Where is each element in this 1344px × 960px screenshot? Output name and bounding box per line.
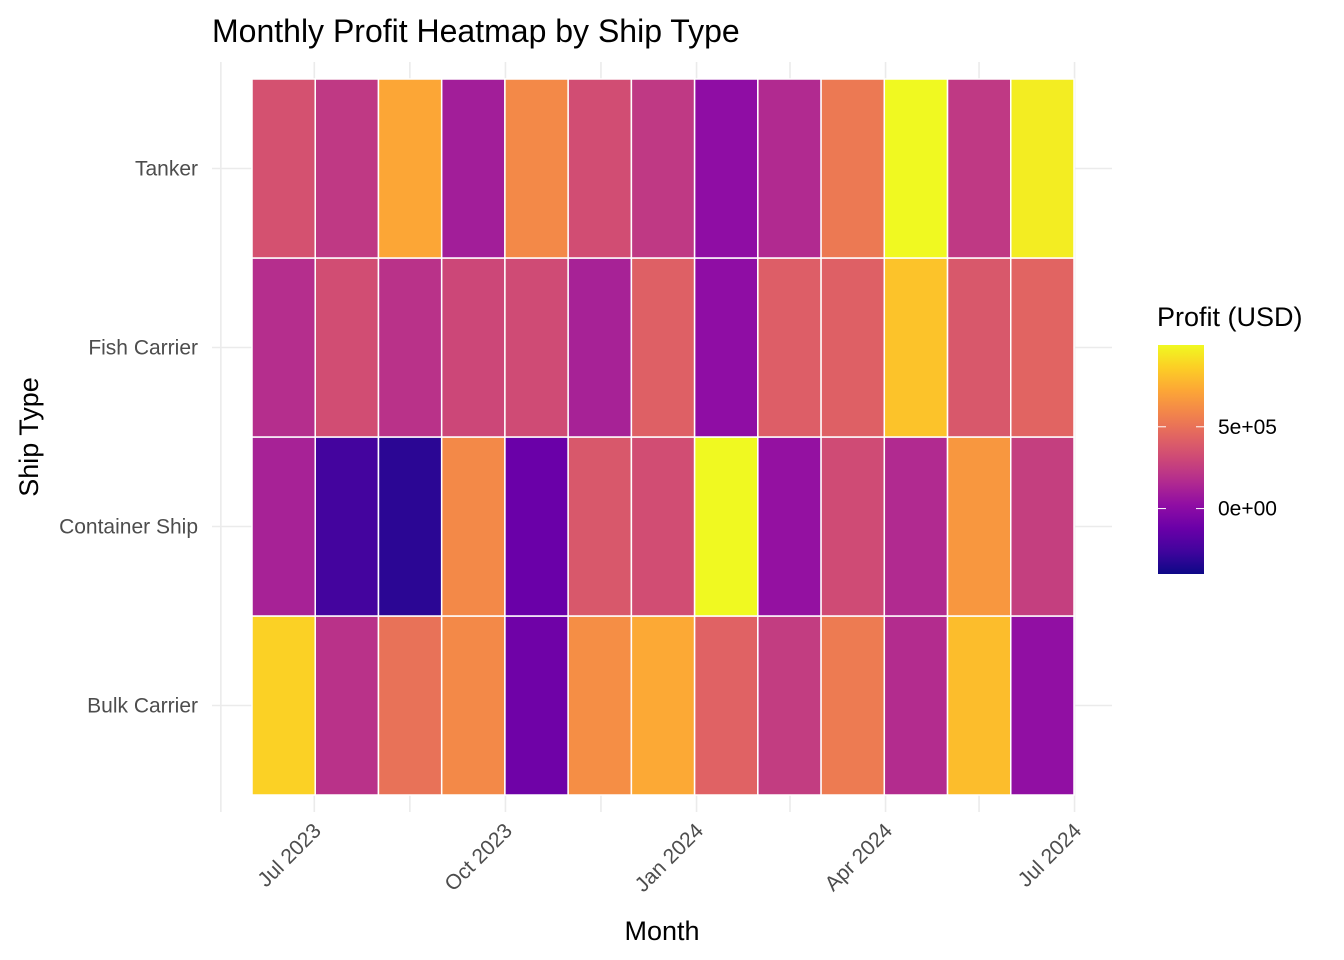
legend-colorbar [1158,345,1204,574]
heatmap-cell [567,436,633,617]
heatmap-cell [946,257,1012,438]
y-axis-ticks: Bulk Carrier Container Ship Fish Carrier Ta… [59,158,198,718]
heatmap-cell [883,436,949,617]
heatmap-cell [377,78,443,259]
y-axis-title: Ship Type [14,377,44,497]
heatmap-cell [440,257,506,438]
heatmap-cell [567,257,633,438]
heatmap-cell [440,78,506,259]
heatmap-cell [946,615,1012,796]
y-tick-label: Bulk Carrier [87,695,198,718]
heatmap-cell [757,436,822,617]
x-tick-label: Apr 2024 [821,819,898,896]
x-tick-label: Jul 2023 [253,819,325,891]
heatmap-cell [820,78,886,259]
heatmap-cell [693,436,759,617]
heatmap-cell [630,436,696,617]
heatmap-cell [251,436,316,617]
heatmap-cell [504,78,569,259]
heatmap-cell [693,257,759,438]
legend-title: Profit (USD) [1157,302,1303,332]
heatmap-cell [757,615,822,796]
heatmap-cell [314,436,380,617]
heatmap-cell [630,615,696,796]
heatmap-cell [567,78,633,259]
heatmap-cell [883,257,949,438]
heatmap-cell [693,78,759,259]
heatmap-cell [504,257,569,438]
heatmap-cell [377,257,443,438]
heatmap-cell [820,436,886,617]
heatmap-cell [946,436,1012,617]
heatmap-cell [251,257,316,438]
legend-tick-label: 0e+00 [1218,498,1277,521]
y-tick-label: Fish Carrier [88,337,198,360]
heatmap-cell [820,615,886,796]
x-axis-ticks: Jul 2023 Oct 2023 Jan 2024 Apr 2024 Jul 2024 [253,819,1086,897]
heatmap-cell [504,436,569,617]
x-tick-label: Jan 2024 [631,819,709,897]
y-tick-label: Container Ship [59,516,198,539]
heatmap-cell [440,436,506,617]
heatmap-cell [251,78,316,259]
heatmap-cell [883,78,949,259]
heatmap-cell [440,615,506,796]
legend-tick-label: 5e+05 [1218,416,1277,439]
heatmap-cell [314,615,380,796]
heatmap-cell [251,615,316,796]
heatmap-cell [314,257,380,438]
heatmap-cell [757,257,822,438]
x-tick-label: Jul 2024 [1014,819,1087,892]
heatmap-cell [567,615,633,796]
heatmap-cell [630,78,696,259]
x-axis-title: Month [624,916,699,946]
heatmap-cells [251,78,1075,796]
chart-title: Monthly Profit Heatmap by Ship Type [212,13,740,49]
heatmap-cell [377,615,443,796]
heatmap-cell [946,78,1012,259]
heatmap-cell [1010,436,1075,617]
y-tick-label: Tanker [135,158,198,181]
heatmap-cell [1010,78,1075,259]
heatmap-cell [1010,615,1075,796]
heatmap-cell [693,615,759,796]
heatmap-cell [314,78,380,259]
x-tick-label: Oct 2023 [440,819,517,896]
heatmap-cell [630,257,696,438]
heatmap-cell [1010,257,1075,438]
color-legend: Profit (USD) 0e+00 5e+05 [1157,302,1303,574]
heatmap-cell [883,615,949,796]
heatmap-cell [757,78,822,259]
heatmap-cell [504,615,569,796]
heatmap-cell [377,436,443,617]
legend-ticks: 0e+00 5e+05 [1158,416,1277,521]
heatmap-cell [820,257,886,438]
